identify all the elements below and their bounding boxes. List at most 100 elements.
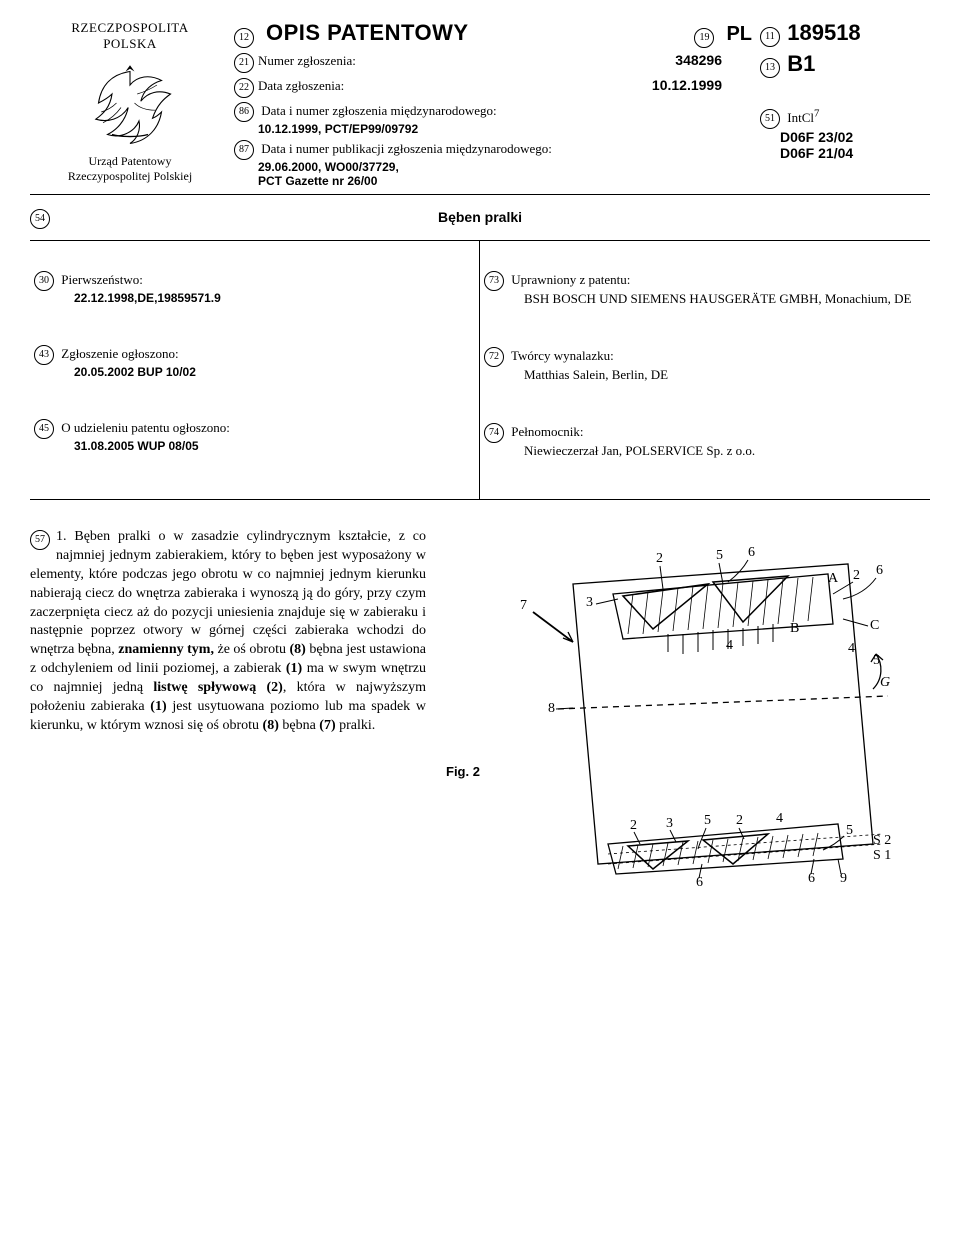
- patent-header: RZECZPOSPOLITA POLSKA Urząd Patentowy Rz…: [30, 20, 930, 195]
- svg-text:G: G: [880, 675, 890, 690]
- inid-74: 74: [484, 423, 504, 443]
- svg-text:8: 8: [548, 701, 555, 716]
- patent-number-row: 11 189518: [760, 20, 930, 47]
- intl-pub-row: 87 Data i numer publikacji zgłoszenia mi…: [234, 140, 752, 188]
- biblio-section: 30 Pierwszeństwo: 22.12.1998,DE,19859571…: [30, 241, 930, 499]
- inventor-block: 72 Twórcy wynalazku: Matthias Salein, Be…: [484, 347, 918, 383]
- grant-block: 45 O udzieleniu patentu ogłoszono: 31.08…: [34, 419, 467, 453]
- inid-57: 57: [30, 530, 50, 550]
- inid-22: 22: [234, 78, 254, 98]
- svg-text:B: B: [790, 621, 799, 636]
- intl-app-value: 10.12.1999, PCT/EP99/09792: [258, 122, 752, 136]
- title-row: 12 OPIS PATENTOWY 19 PL: [234, 20, 752, 48]
- agent-label: Pełnomocnik:: [511, 424, 583, 439]
- grant-value: 31.08.2005 WUP 08/05: [74, 439, 467, 453]
- pub-app-value: 20.05.2002 BUP 10/02: [74, 365, 467, 379]
- ipc-label: IntCl7: [787, 110, 819, 125]
- issuing-country-block: RZECZPOSPOLITA POLSKA Urząd Patentowy Rz…: [30, 20, 230, 188]
- patent-office-1: Urząd Patentowy: [30, 154, 230, 169]
- inid-86: 86: [234, 102, 254, 122]
- invention-title-row: 54 Bęben pralki: [30, 209, 930, 226]
- svg-text:6: 6: [748, 545, 755, 560]
- svg-text:A: A: [828, 571, 839, 586]
- svg-text:4: 4: [848, 641, 855, 656]
- kind-code: B1: [787, 51, 815, 76]
- svg-text:5: 5: [716, 548, 723, 563]
- agent-value: Niewieczerzał Jan, POLSERVICE Sp. z o.o.: [524, 443, 918, 459]
- assignee-label: Uprawniony z patentu:: [511, 272, 630, 287]
- inid-19: 19: [694, 28, 714, 48]
- svg-text:2: 2: [656, 551, 663, 566]
- inid-87: 87: [234, 140, 254, 160]
- pub-app-label: Zgłoszenie ogłoszono:: [61, 346, 178, 361]
- application-number-label: Numer zgłoszenia:: [258, 53, 356, 69]
- patent-number: 189518: [787, 20, 860, 45]
- header-right: 11 189518 13 B1 51 IntCl7 D06F 23/02 D06…: [760, 20, 930, 188]
- intl-pub-label: Data i numer publikacji zgłoszenia międz…: [261, 141, 552, 156]
- abstract-column: PL 189518 B1 57 1. Bęben pralki o w zasa…: [30, 514, 436, 894]
- pub-app-block: 43 Zgłoszenie ogłoszono: 20.05.2002 BUP …: [34, 345, 467, 379]
- inid-54: 54: [30, 209, 50, 229]
- intl-pub-value-1: 29.06.2000, WO00/37729,: [258, 160, 752, 174]
- svg-text:7: 7: [520, 598, 527, 613]
- svg-text:2: 2: [853, 568, 860, 583]
- svg-text:6: 6: [876, 563, 883, 578]
- inid-30: 30: [34, 271, 54, 291]
- svg-text:C: C: [870, 618, 879, 633]
- country-code: PL: [726, 23, 752, 46]
- assignee-block: 73 Uprawniony z patentu: BSH BOSCH UND S…: [484, 271, 918, 307]
- country-name-1: RZECZPOSPOLITA: [30, 20, 230, 36]
- priority-block: 30 Pierwszeństwo: 22.12.1998,DE,19859571…: [34, 271, 467, 305]
- ipc-row: 51 IntCl7: [760, 108, 930, 129]
- ipc-code-2: D06F 21/04: [780, 145, 930, 161]
- figure-label: Fig. 2: [446, 764, 480, 779]
- spine-label: PL 189518 B1: [0, 765, 4, 894]
- svg-text:S 2: S 2: [873, 833, 891, 848]
- svg-text:5: 5: [704, 813, 711, 828]
- svg-text:S 1: S 1: [873, 848, 891, 863]
- svg-text:4: 4: [776, 811, 783, 826]
- application-number-value: 348296: [675, 52, 752, 68]
- svg-text:2: 2: [736, 813, 743, 828]
- assignee-value: BSH BOSCH UND SIEMENS HAUSGERÄTE GMBH, M…: [524, 291, 918, 307]
- svg-text:5: 5: [846, 823, 853, 838]
- priority-value: 22.12.1998,DE,19859571.9: [74, 291, 467, 305]
- abstract-text: 57 1. Bęben pralki o w zasadzie cylindry…: [30, 528, 426, 736]
- svg-text:5: 5: [873, 653, 880, 668]
- separator-2: [30, 499, 930, 500]
- abstract-section: PL 189518 B1 57 1. Bęben pralki o w zasa…: [30, 514, 930, 894]
- inid-72: 72: [484, 347, 504, 367]
- inventor-label: Twórcy wynalazku:: [511, 348, 614, 363]
- filing-date-label: Data zgłoszenia:: [258, 78, 344, 94]
- intl-app-row: 86 Data i numer zgłoszenia międzynarodow…: [234, 102, 752, 136]
- inid-51: 51: [760, 109, 780, 129]
- svg-text:2: 2: [630, 818, 637, 833]
- svg-text:4: 4: [726, 638, 733, 653]
- filing-date-value: 10.12.1999: [652, 77, 752, 93]
- figure-drawing: Fig. 2: [446, 534, 930, 894]
- header-middle: 12 OPIS PATENTOWY 19 PL 21 Numer zgłosze…: [230, 20, 760, 188]
- filing-date-row: 22 Data zgłoszenia: 10.12.1999: [234, 77, 752, 98]
- biblio-left-col: 30 Pierwszeństwo: 22.12.1998,DE,19859571…: [30, 241, 480, 499]
- intl-pub-value-2: PCT Gazette nr 26/00: [258, 174, 752, 188]
- figure-column: Fig. 2: [436, 514, 930, 894]
- intl-app-label: Data i numer zgłoszenia międzynarodowego…: [261, 103, 496, 118]
- inid-12: 12: [234, 28, 254, 48]
- inventor-value: Matthias Salein, Berlin, DE: [524, 367, 918, 383]
- biblio-right-col: 73 Uprawniony z patentu: BSH BOSCH UND S…: [480, 241, 930, 499]
- invention-title: Bęben pralki: [438, 209, 522, 225]
- coat-of-arms-icon: [85, 58, 175, 148]
- inid-13: 13: [760, 58, 780, 78]
- ipc-code-1: D06F 23/02: [780, 129, 930, 145]
- country-name-2: POLSKA: [30, 36, 230, 52]
- kind-code-row: 13 B1: [760, 51, 930, 78]
- grant-label: O udzieleniu patentu ogłoszono:: [61, 420, 230, 435]
- agent-block: 74 Pełnomocnik: Niewieczerzał Jan, POLSE…: [484, 423, 918, 459]
- patent-office-2: Rzeczypospolitej Polskiej: [30, 169, 230, 184]
- application-number-row: 21 Numer zgłoszenia: 348296: [234, 52, 752, 73]
- inid-11: 11: [760, 27, 780, 47]
- inid-21: 21: [234, 53, 254, 73]
- inid-73: 73: [484, 271, 504, 291]
- svg-text:3: 3: [666, 816, 673, 831]
- inid-45: 45: [34, 419, 54, 439]
